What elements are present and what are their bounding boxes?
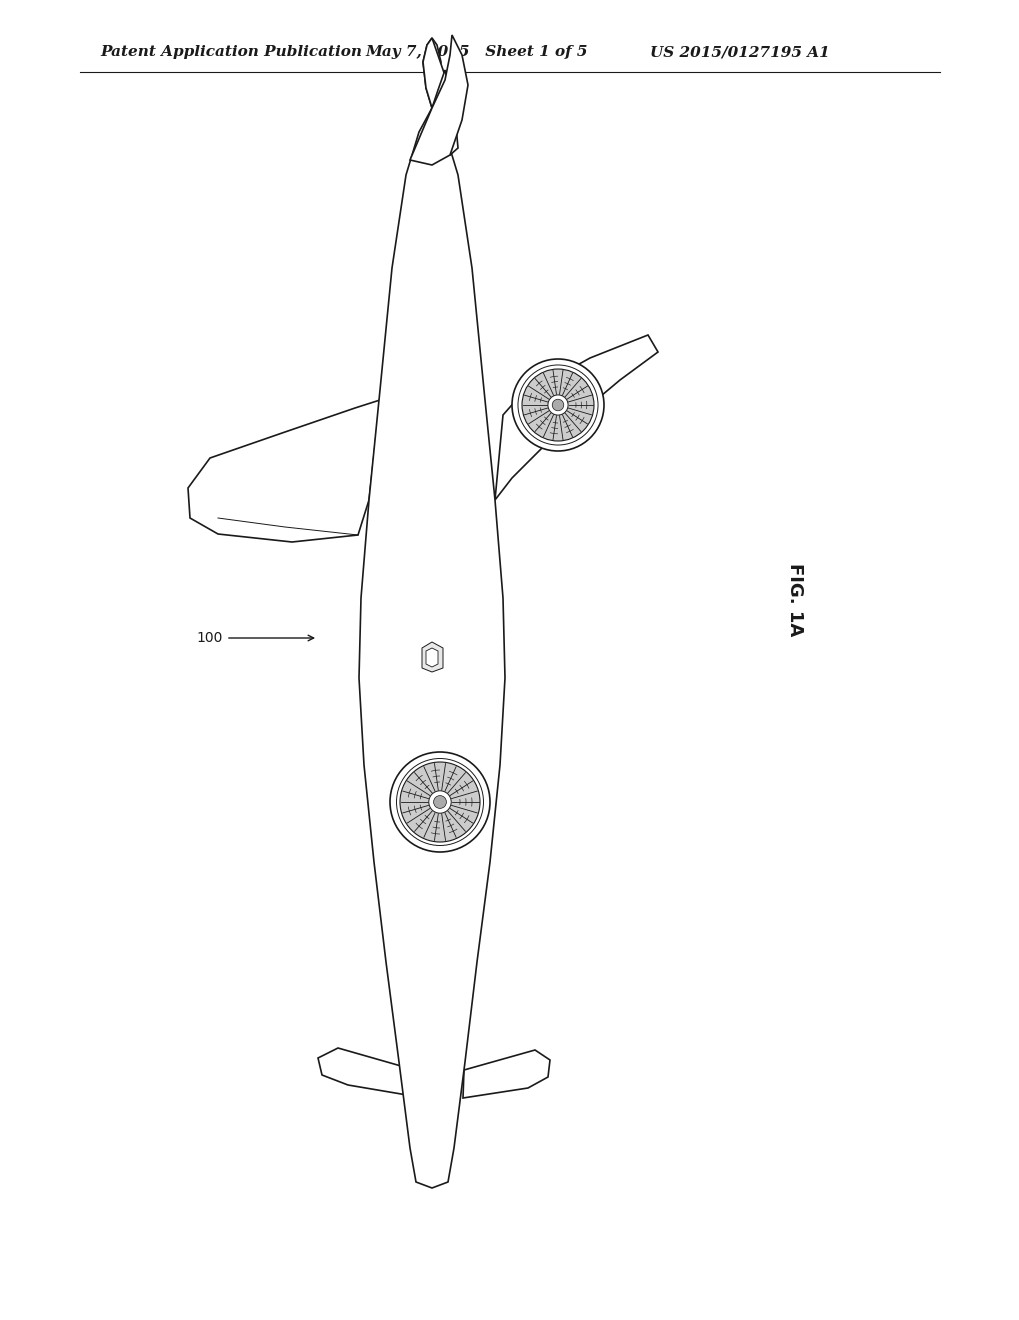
Circle shape — [547, 395, 568, 414]
Polygon shape — [494, 335, 657, 500]
Polygon shape — [423, 38, 440, 108]
Circle shape — [389, 752, 489, 851]
Polygon shape — [359, 108, 504, 1188]
Text: 100: 100 — [197, 631, 314, 645]
Circle shape — [551, 399, 564, 411]
Polygon shape — [422, 642, 442, 672]
Circle shape — [512, 359, 603, 451]
Circle shape — [399, 762, 480, 842]
Polygon shape — [432, 70, 458, 154]
Polygon shape — [410, 36, 468, 165]
Polygon shape — [187, 400, 380, 543]
Text: FIG. 1A: FIG. 1A — [786, 564, 803, 636]
Text: Patent Application Publication: Patent Application Publication — [100, 45, 362, 59]
Circle shape — [396, 759, 483, 846]
Circle shape — [522, 370, 593, 441]
Text: May 7, 2015   Sheet 1 of 5: May 7, 2015 Sheet 1 of 5 — [365, 45, 587, 59]
Polygon shape — [318, 1048, 408, 1096]
Circle shape — [433, 796, 446, 808]
Circle shape — [518, 364, 597, 445]
Circle shape — [428, 791, 450, 813]
Text: US 2015/0127195 A1: US 2015/0127195 A1 — [649, 45, 828, 59]
Polygon shape — [426, 648, 437, 667]
Polygon shape — [423, 38, 455, 132]
Polygon shape — [463, 1049, 549, 1098]
